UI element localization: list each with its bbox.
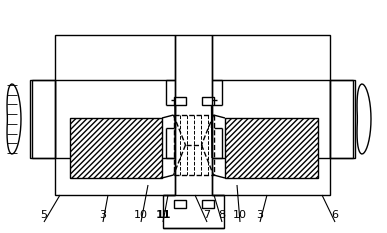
Text: 3: 3 <box>257 210 264 220</box>
Bar <box>330 80 353 158</box>
Bar <box>202 200 214 208</box>
Polygon shape <box>7 84 21 154</box>
Polygon shape <box>70 118 162 178</box>
Text: 10: 10 <box>134 210 148 220</box>
Bar <box>30 80 55 158</box>
Text: 11: 11 <box>155 210 171 220</box>
Text: 5: 5 <box>41 210 48 220</box>
Text: 7: 7 <box>204 210 211 220</box>
Bar <box>163 195 224 228</box>
Bar <box>212 35 330 195</box>
Bar <box>202 97 214 105</box>
Bar <box>173 97 185 105</box>
Text: 10: 10 <box>233 210 247 220</box>
Bar <box>330 80 355 158</box>
Bar <box>32 80 55 158</box>
Text: 6: 6 <box>332 210 339 220</box>
Text: 8: 8 <box>218 210 226 220</box>
Bar <box>55 35 175 195</box>
Polygon shape <box>225 118 318 178</box>
Bar <box>173 200 185 208</box>
Polygon shape <box>357 84 371 154</box>
Text: 3: 3 <box>99 210 106 220</box>
